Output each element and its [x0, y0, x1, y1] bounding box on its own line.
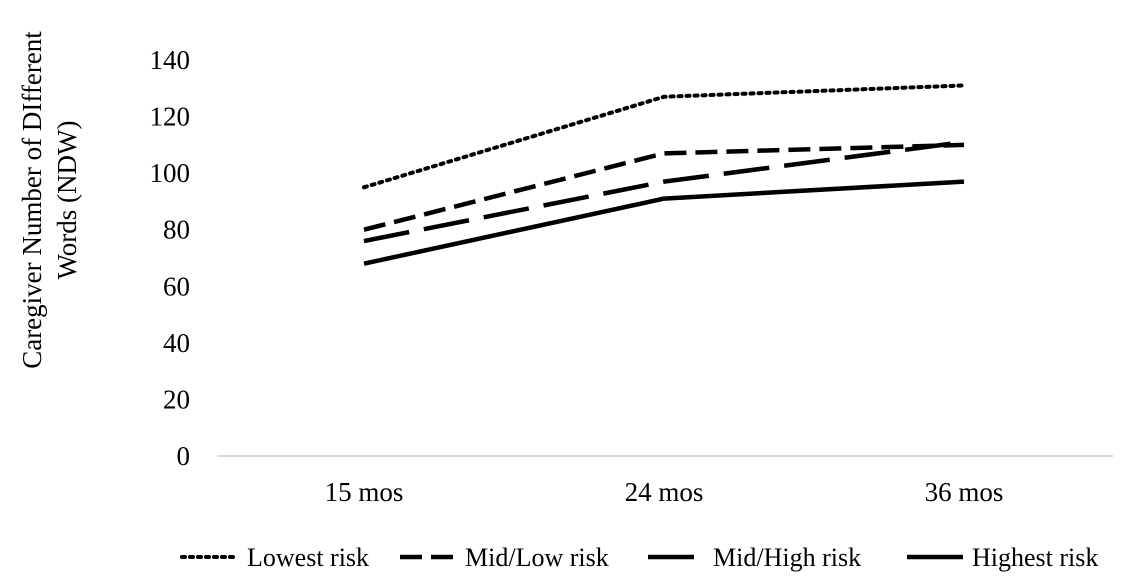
x-tick-label: 15 mos	[325, 477, 404, 507]
y-axis-title: Caregiver Number of DIfferent Words (NDW…	[17, 31, 82, 369]
legend-label-mid-low-risk: Mid/Low risk	[465, 543, 609, 572]
series-lines	[362, 83, 966, 266]
y-tick-label: 100	[150, 158, 191, 188]
y-tick-label: 0	[177, 441, 191, 471]
legend-label-mid-high-risk: Mid/High risk	[713, 543, 861, 572]
y-axis-title-line-2: Words (NDW)	[52, 120, 82, 279]
y-axis-tick-labels: 0 20 40 60 80 100 120 140	[150, 45, 191, 471]
y-tick-label: 40	[163, 328, 190, 358]
series-line-highest-risk	[363, 179, 965, 266]
y-tick-label: 20	[163, 384, 190, 414]
y-tick-label: 60	[163, 271, 190, 301]
x-tick-label: 24 mos	[625, 477, 704, 507]
x-axis-tick-labels: 15 mos 24 mos 36 mos	[325, 477, 1004, 507]
legend: Lowest risk Mid/Low risk Mid/High risk High…	[180, 543, 1098, 572]
y-tick-label: 80	[163, 215, 190, 245]
series-line-lowest-risk	[362, 83, 966, 190]
y-tick-label: 120	[150, 102, 191, 132]
x-tick-label: 36 mos	[925, 477, 1004, 507]
series-line-mid-high-risk	[363, 139, 965, 244]
legend-label-highest-risk: Highest risk	[972, 543, 1098, 572]
y-axis-title-line-1: Caregiver Number of DIfferent	[17, 31, 47, 369]
series-line-mid-low-risk	[363, 142, 965, 232]
legend-label-lowest-risk: Lowest risk	[247, 543, 369, 572]
y-tick-label: 140	[150, 45, 191, 75]
